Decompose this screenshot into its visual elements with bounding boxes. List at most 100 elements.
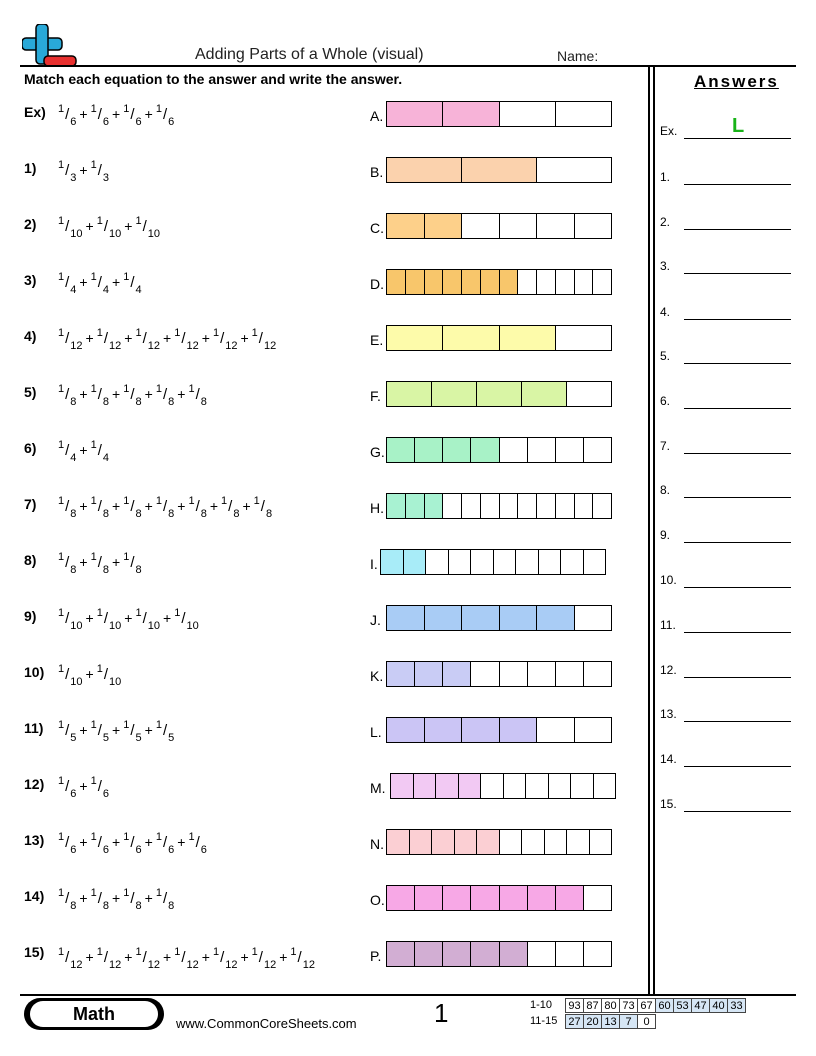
score-cell: 73	[619, 997, 638, 1013]
answer-line[interactable]	[684, 453, 791, 454]
fraction-numerator: 1	[188, 831, 195, 843]
answer-label: 14.	[660, 752, 677, 766]
answer-line[interactable]	[684, 229, 791, 230]
fraction-bar	[390, 773, 616, 799]
fraction-term: 1/10	[135, 216, 160, 240]
plus-sign: +	[163, 949, 172, 965]
problem-label: 8)	[24, 552, 37, 568]
option-letter: K.	[370, 668, 384, 684]
answer-line[interactable]	[684, 363, 791, 364]
fraction-slash: /	[65, 498, 70, 515]
answer-line[interactable]	[684, 138, 791, 139]
bar-segment-filled	[499, 718, 537, 742]
answer-line[interactable]	[684, 677, 791, 678]
bar-segment-empty	[500, 830, 522, 854]
bar-segment-filled	[499, 270, 519, 294]
fraction-term: 1/12	[58, 944, 83, 971]
option-letter: D.	[370, 276, 384, 292]
option-letter: N.	[370, 836, 384, 852]
fraction-term: 1/8	[58, 552, 76, 576]
footer-divider	[20, 994, 796, 996]
fraction-denominator: 8	[70, 508, 77, 520]
fraction-denominator: 3	[70, 172, 77, 184]
fraction-term: 1/3	[91, 160, 109, 184]
problem-expression: 1/8 +1/8 +1/8 +1/8 +1/8 +1/8 +1/8	[58, 495, 272, 520]
fraction-term: 1/12	[252, 328, 277, 352]
fraction-slash: /	[142, 610, 147, 627]
fraction-slash: /	[103, 610, 109, 627]
bar-segment-empty	[575, 214, 612, 238]
answer-line[interactable]	[684, 587, 791, 588]
fraction-slash: /	[162, 386, 168, 403]
answer-line[interactable]	[684, 632, 791, 633]
answers-divider	[648, 67, 650, 994]
fraction-denominator: 8	[102, 564, 110, 576]
answer-label: 2.	[660, 215, 671, 229]
bar-segment-filled	[387, 102, 444, 126]
fraction-denominator: 10	[70, 676, 83, 688]
bar-segment-filled	[387, 438, 416, 462]
plus-sign: +	[112, 834, 121, 850]
plus-sign: +	[79, 162, 88, 178]
fraction-slash: /	[97, 162, 102, 179]
fraction-denominator: 4	[70, 284, 77, 296]
bar-segment-filled	[387, 494, 406, 518]
fraction-numerator: 1	[90, 887, 97, 899]
bar-segment-filled	[405, 494, 425, 518]
bar-segment-filled	[454, 830, 477, 854]
fraction-numerator: 1	[90, 495, 97, 507]
bar-segment-empty	[590, 830, 612, 854]
answer-label: 7.	[660, 439, 671, 453]
fraction-slash: /	[97, 386, 102, 403]
problem-expression: 1/12 +1/12 +1/12 +1/12 +1/12 +1/12	[58, 327, 277, 352]
fraction-slash: /	[130, 554, 135, 571]
answer-line[interactable]	[684, 721, 791, 722]
bar-segment-empty	[522, 830, 545, 854]
fraction-term: 1/6	[91, 776, 109, 800]
plus-sign: +	[79, 554, 88, 570]
answer-line[interactable]	[684, 408, 791, 409]
fraction-term: 1/8	[123, 496, 141, 520]
problem-label: 4)	[24, 328, 37, 344]
bar-segment-filled	[477, 830, 500, 854]
plus-sign: +	[144, 106, 153, 122]
fraction-denominator: 12	[225, 340, 238, 352]
bar-segment-filled	[387, 214, 425, 238]
fraction-numerator: 1	[188, 383, 195, 395]
answer-line[interactable]	[684, 184, 791, 185]
plus-sign: +	[144, 834, 153, 850]
score-row: 1-10 93 87 80 73 67 60 53 47 40 33	[530, 997, 746, 1013]
answer-label: 5.	[660, 349, 671, 363]
answer-line[interactable]	[684, 811, 791, 812]
fraction-slash: /	[65, 778, 70, 795]
fraction-term: 1/12	[290, 944, 315, 971]
plus-sign: +	[279, 949, 288, 965]
fraction-term: 1/12	[252, 944, 277, 971]
bar-segment-empty	[556, 662, 584, 686]
bar-segment-filled	[424, 270, 444, 294]
answer-line[interactable]	[684, 766, 791, 767]
fraction-denominator: 8	[168, 396, 175, 408]
score-table: 1-10 93 87 80 73 67 60 53 47 40 33 11-15 27 20 13 7 0	[530, 997, 746, 1029]
fraction-numerator: 1	[174, 607, 181, 619]
bar-segment-empty	[471, 550, 494, 574]
site-url: www.CommonCoreSheets.com	[176, 1016, 357, 1031]
fraction-numerator: 1	[90, 439, 97, 451]
answer-line[interactable]	[684, 497, 791, 498]
fraction-numerator: 1	[135, 327, 142, 339]
fraction-denominator: 4	[102, 452, 110, 464]
plus-sign: +	[79, 890, 88, 906]
bar-segment-empty	[537, 718, 575, 742]
fraction-denominator: 8	[200, 396, 207, 408]
fraction-term: 1/12	[135, 944, 160, 971]
answer-line[interactable]	[684, 273, 791, 274]
bar-segment-filled	[443, 326, 500, 350]
answer-line[interactable]	[684, 319, 791, 320]
answer-line[interactable]	[684, 542, 791, 543]
fraction-numerator: 1	[212, 327, 220, 339]
fraction-slash: /	[97, 498, 102, 515]
problem-label: 6)	[24, 440, 37, 456]
fraction-numerator: 1	[135, 607, 142, 619]
fraction-slash: /	[195, 834, 200, 851]
bar-segment-empty	[584, 662, 611, 686]
